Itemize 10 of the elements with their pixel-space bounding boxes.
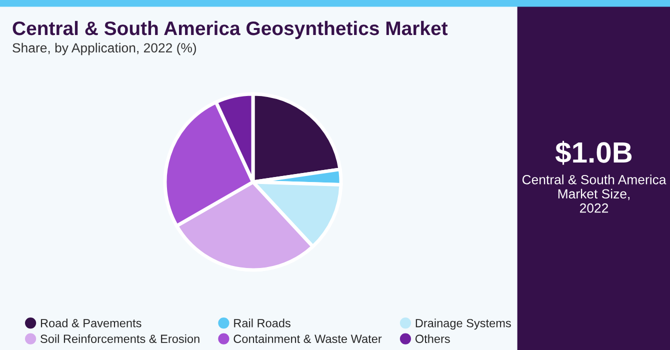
- legend-label: Rail Roads: [234, 318, 290, 328]
- text: Central & South America Market Size, 2022: [522, 174, 666, 213]
- chart-subtitle: Share, by Application, 2022 (%): [12, 42, 196, 56]
- legend-label: Road & Pavements: [40, 318, 142, 328]
- text: $1.0B: [555, 140, 632, 165]
- legend-label: Soil Reinforcements & Erosion: [40, 334, 200, 344]
- chart-title: Central & South America Geosynthetics Market: [12, 20, 448, 40]
- legend-label: Others: [415, 334, 450, 344]
- legend-label: Drainage Systems: [416, 318, 511, 330]
- legend-label: Containment & Waste Water: [234, 334, 382, 344]
